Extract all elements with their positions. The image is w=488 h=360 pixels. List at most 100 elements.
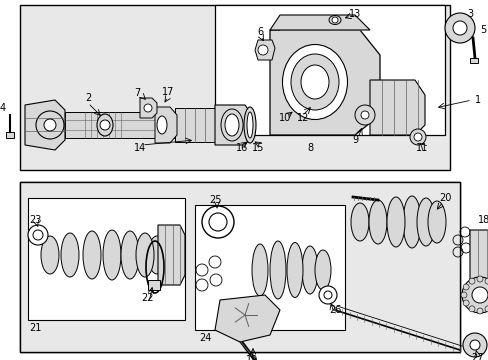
Text: 20: 20 bbox=[438, 193, 450, 203]
Text: 12: 12 bbox=[296, 113, 308, 123]
Circle shape bbox=[354, 105, 374, 125]
Circle shape bbox=[258, 45, 267, 55]
Circle shape bbox=[360, 111, 368, 119]
Text: 7: 7 bbox=[134, 88, 140, 98]
Polygon shape bbox=[158, 225, 184, 285]
Circle shape bbox=[484, 306, 488, 312]
Ellipse shape bbox=[286, 243, 303, 297]
Text: 5: 5 bbox=[479, 25, 485, 35]
Circle shape bbox=[202, 206, 234, 238]
Ellipse shape bbox=[427, 201, 445, 243]
Text: 6: 6 bbox=[256, 27, 263, 37]
Circle shape bbox=[476, 308, 482, 314]
Circle shape bbox=[460, 292, 466, 298]
Text: 2: 2 bbox=[85, 93, 91, 103]
Ellipse shape bbox=[244, 107, 256, 143]
Text: 4: 4 bbox=[0, 103, 6, 113]
Ellipse shape bbox=[103, 230, 121, 280]
Ellipse shape bbox=[368, 200, 386, 244]
Circle shape bbox=[444, 13, 474, 43]
Circle shape bbox=[100, 120, 110, 130]
Circle shape bbox=[413, 133, 421, 141]
Polygon shape bbox=[215, 295, 280, 342]
Circle shape bbox=[461, 277, 488, 313]
Ellipse shape bbox=[148, 236, 165, 274]
Text: 13: 13 bbox=[348, 9, 360, 19]
Polygon shape bbox=[269, 15, 369, 30]
Ellipse shape bbox=[350, 203, 368, 241]
Bar bbox=[215, 5, 444, 135]
Polygon shape bbox=[195, 205, 345, 330]
Ellipse shape bbox=[83, 231, 101, 279]
Text: 18: 18 bbox=[477, 215, 488, 225]
Ellipse shape bbox=[246, 112, 252, 138]
Text: 22: 22 bbox=[142, 293, 154, 303]
Ellipse shape bbox=[61, 233, 79, 277]
Polygon shape bbox=[140, 98, 157, 118]
Circle shape bbox=[476, 276, 482, 282]
Text: 11: 11 bbox=[415, 143, 427, 153]
Circle shape bbox=[468, 278, 474, 284]
Polygon shape bbox=[28, 198, 184, 320]
Circle shape bbox=[462, 333, 486, 357]
Text: 24: 24 bbox=[199, 333, 211, 343]
Ellipse shape bbox=[314, 250, 330, 290]
Ellipse shape bbox=[41, 236, 59, 274]
Polygon shape bbox=[369, 80, 424, 135]
Circle shape bbox=[331, 17, 337, 23]
Polygon shape bbox=[469, 230, 488, 280]
Circle shape bbox=[409, 129, 425, 145]
Circle shape bbox=[471, 287, 487, 303]
Circle shape bbox=[36, 111, 64, 139]
Circle shape bbox=[462, 300, 468, 306]
Polygon shape bbox=[65, 112, 220, 138]
Circle shape bbox=[28, 225, 48, 245]
Ellipse shape bbox=[302, 246, 317, 294]
Ellipse shape bbox=[416, 198, 434, 246]
Polygon shape bbox=[254, 40, 274, 60]
Ellipse shape bbox=[251, 244, 267, 296]
Text: 27: 27 bbox=[470, 353, 482, 360]
Ellipse shape bbox=[282, 45, 347, 120]
Text: 25: 25 bbox=[208, 195, 221, 205]
Circle shape bbox=[462, 284, 468, 290]
Text: 17: 17 bbox=[162, 87, 174, 97]
Circle shape bbox=[452, 21, 466, 35]
Ellipse shape bbox=[157, 116, 167, 134]
Ellipse shape bbox=[121, 231, 139, 279]
Bar bbox=[6, 132, 14, 138]
Text: 8: 8 bbox=[306, 143, 312, 153]
Text: 10: 10 bbox=[278, 113, 290, 123]
Circle shape bbox=[318, 286, 336, 304]
Ellipse shape bbox=[301, 65, 328, 99]
Polygon shape bbox=[215, 105, 249, 145]
Circle shape bbox=[468, 306, 474, 312]
Text: 15: 15 bbox=[251, 143, 264, 153]
Polygon shape bbox=[25, 100, 65, 150]
Bar bbox=[20, 182, 459, 352]
Circle shape bbox=[484, 278, 488, 284]
Ellipse shape bbox=[97, 114, 113, 136]
Text: 23: 23 bbox=[29, 215, 41, 225]
Circle shape bbox=[143, 104, 152, 112]
Text: 3: 3 bbox=[466, 9, 472, 19]
Text: 14: 14 bbox=[134, 143, 146, 153]
Ellipse shape bbox=[224, 114, 239, 136]
Bar bbox=[469, 58, 477, 63]
Polygon shape bbox=[155, 107, 177, 143]
Ellipse shape bbox=[328, 15, 340, 24]
Text: 26: 26 bbox=[328, 305, 341, 315]
Ellipse shape bbox=[386, 197, 404, 247]
Polygon shape bbox=[269, 30, 379, 135]
Circle shape bbox=[469, 340, 479, 350]
Text: 16: 16 bbox=[235, 143, 247, 153]
Bar bbox=[148, 280, 160, 290]
Text: 19: 19 bbox=[245, 355, 258, 360]
Ellipse shape bbox=[402, 196, 420, 248]
Polygon shape bbox=[175, 108, 215, 142]
Circle shape bbox=[44, 119, 56, 131]
Ellipse shape bbox=[136, 233, 154, 277]
Text: 21: 21 bbox=[29, 323, 41, 333]
Text: 1: 1 bbox=[474, 95, 480, 105]
Bar bbox=[20, 5, 449, 170]
